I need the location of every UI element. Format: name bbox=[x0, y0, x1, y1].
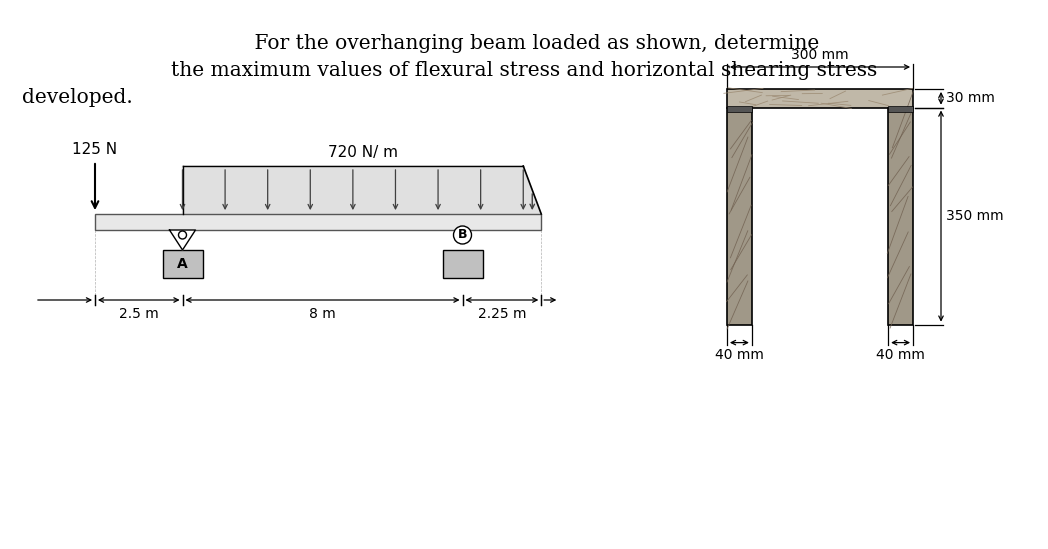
Text: developed.: developed. bbox=[22, 88, 133, 107]
Text: 300 mm: 300 mm bbox=[791, 48, 849, 62]
Bar bbox=[727, 108, 751, 324]
Text: A: A bbox=[177, 257, 188, 271]
Polygon shape bbox=[170, 230, 196, 250]
Text: 30 mm: 30 mm bbox=[946, 91, 995, 105]
Bar bbox=[727, 105, 751, 111]
Text: B: B bbox=[458, 228, 467, 242]
Text: 8 m: 8 m bbox=[309, 307, 335, 321]
Text: the maximum values of flexural stress and horizontal shearing stress: the maximum values of flexural stress an… bbox=[171, 61, 877, 80]
Bar bbox=[442, 250, 482, 278]
Bar bbox=[889, 105, 913, 111]
Text: 125 N: 125 N bbox=[72, 142, 117, 157]
Circle shape bbox=[454, 226, 472, 244]
Polygon shape bbox=[182, 166, 541, 214]
Text: 350 mm: 350 mm bbox=[946, 209, 1004, 223]
Circle shape bbox=[178, 231, 187, 239]
Text: 40 mm: 40 mm bbox=[715, 348, 764, 362]
Text: 720 N/ m: 720 N/ m bbox=[328, 145, 398, 160]
Text: For the overhanging beam loaded as shown, determine: For the overhanging beam loaded as shown… bbox=[228, 34, 820, 53]
Text: 2.25 m: 2.25 m bbox=[478, 307, 526, 321]
Text: 40 mm: 40 mm bbox=[876, 348, 925, 362]
Bar bbox=[727, 89, 913, 108]
Bar bbox=[95, 214, 541, 230]
Bar bbox=[162, 250, 202, 278]
Text: 2.5 m: 2.5 m bbox=[118, 307, 158, 321]
Bar bbox=[889, 108, 913, 324]
